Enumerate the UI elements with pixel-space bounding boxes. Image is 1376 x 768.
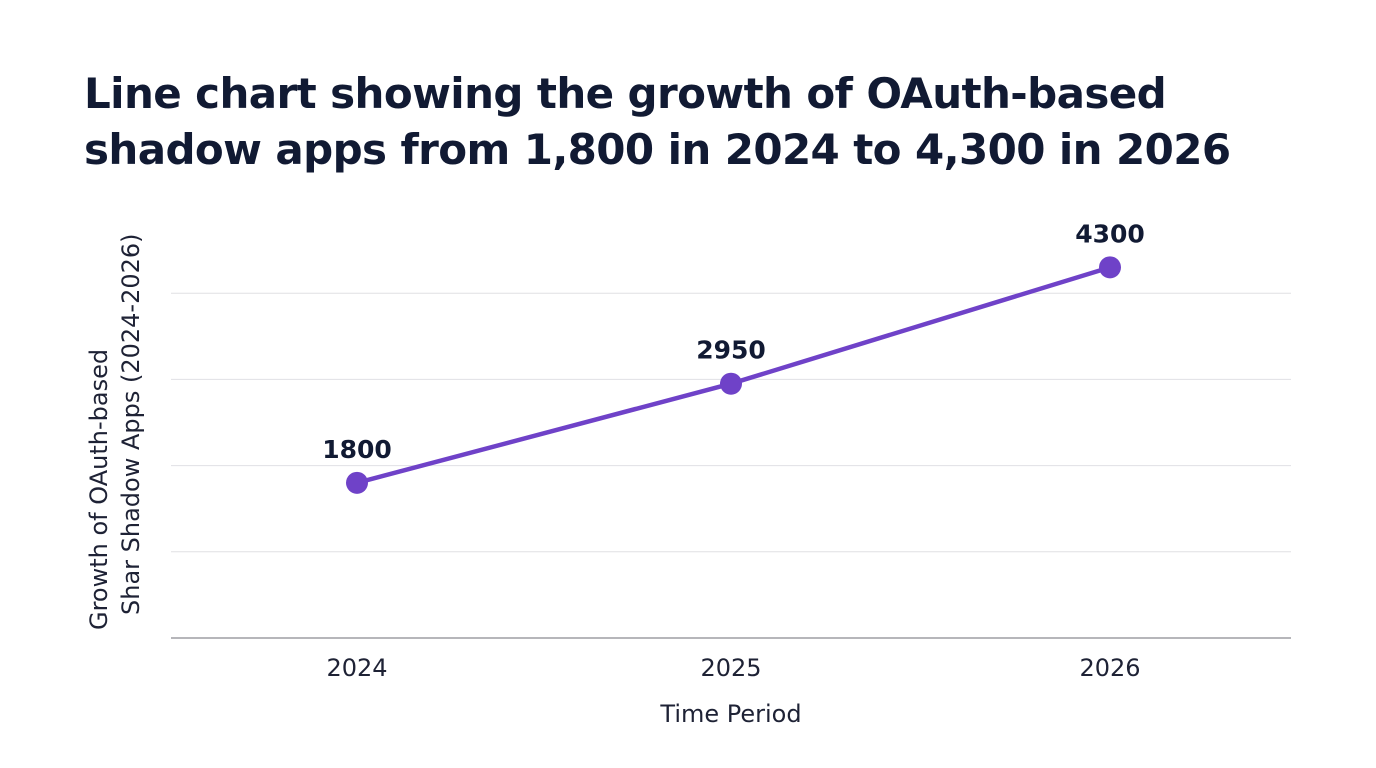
data-point-2026 [1099, 256, 1121, 279]
data-labels: 1800 2950 4300 [322, 219, 1145, 464]
data-label-2025: 2950 [696, 336, 766, 365]
x-tick-labels: 2024 2025 2026 [326, 654, 1140, 682]
x-axis-title: Time Period [659, 700, 801, 728]
x-tick-label-2025: 2025 [700, 654, 761, 682]
series [346, 256, 1121, 494]
y-axis-title-line-2: Shar Shadow Apps (2024-2026) [117, 233, 145, 615]
y-axis-title: Growth of OAuth-based Shar Shadow Apps (… [85, 233, 145, 630]
x-tick-label-2026: 2026 [1079, 654, 1140, 682]
gridlines [171, 292, 1291, 553]
y-axis-title-line-1: Growth of OAuth-based [85, 349, 113, 630]
data-point-2025 [720, 372, 742, 395]
x-tick-label-2024: 2024 [326, 654, 387, 682]
data-label-2026: 4300 [1075, 219, 1145, 248]
data-point-2024 [346, 471, 368, 494]
data-label-2024: 1800 [322, 435, 392, 464]
chart-title: Line chart showing the growth of OAuth-b… [84, 69, 1231, 174]
